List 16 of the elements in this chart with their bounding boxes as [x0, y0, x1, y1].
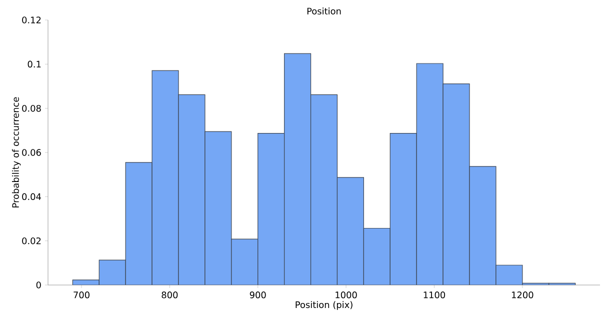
y-tick-label: 0 [36, 282, 41, 288]
y-tick-label: 0.12 [22, 16, 41, 24]
y-tick-label: 0.1 [28, 60, 41, 68]
y-tick-label: 0.04 [22, 193, 41, 200]
y-tick-label: 0.08 [22, 104, 41, 112]
x-axis-title: Position (pix) [296, 301, 352, 310]
y-tick-label: 0.02 [22, 237, 41, 244]
y-axis-title: Probability of occurrence [12, 97, 21, 208]
x-tick-label: 1200 [512, 292, 534, 298]
y-tick-label: 0.06 [22, 149, 41, 156]
x-tick-label: 700 [74, 292, 90, 298]
chart-title: Position [307, 8, 341, 14]
x-tick-label: 900 [250, 292, 266, 298]
x-tick-label: 800 [162, 292, 178, 298]
x-tick-label: 1000 [336, 292, 357, 298]
x-tick-label: 1100 [424, 292, 446, 298]
